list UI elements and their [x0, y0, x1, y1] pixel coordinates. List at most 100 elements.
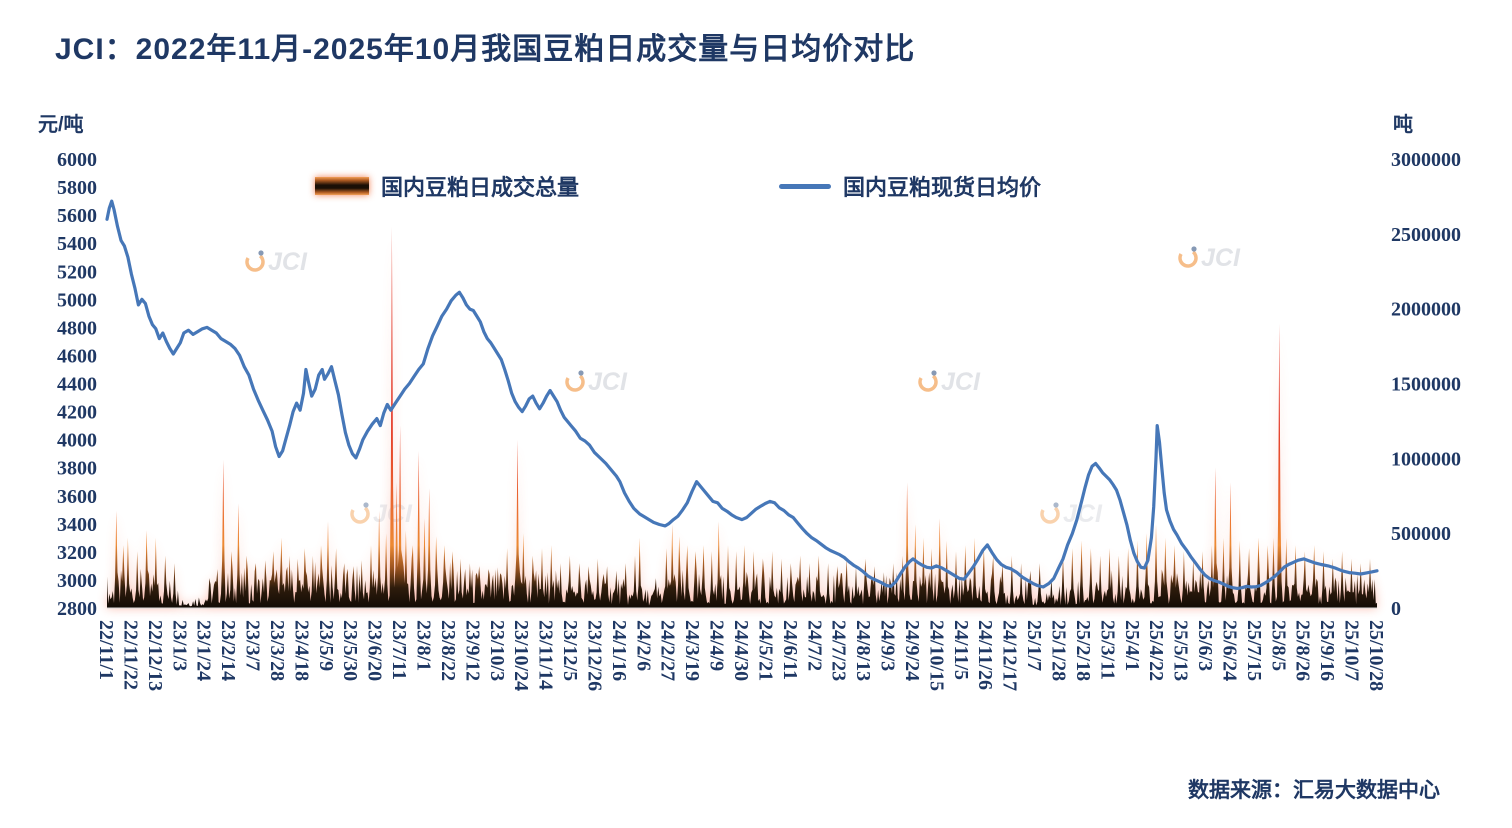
x-axis-tick: 25/5/13 — [1170, 620, 1192, 681]
x-axis-tick: 22/12/13 — [144, 620, 166, 691]
x-axis-tick: 23/10/3 — [486, 620, 508, 681]
left-axis-tick: 3400 — [57, 514, 97, 536]
x-axis-tick: 23/9/12 — [461, 620, 483, 681]
x-axis-tick: 24/9/24 — [901, 620, 923, 681]
x-axis-tick: 25/10/7 — [1341, 620, 1363, 681]
x-axis-tick: 25/4/1 — [1121, 620, 1143, 671]
x-axis-tick: 23/12/26 — [584, 620, 606, 691]
x-axis-tick: 24/12/17 — [999, 620, 1021, 691]
left-axis-tick: 2800 — [57, 598, 97, 620]
svg-text:JCI: JCI — [1063, 500, 1103, 528]
left-axis-tick: 4200 — [57, 402, 97, 424]
x-axis-tick: 24/11/26 — [974, 620, 996, 690]
x-axis-tick: 24/9/3 — [877, 620, 899, 671]
x-axis-tick: 23/3/7 — [242, 620, 264, 671]
left-axis-tick: 5200 — [57, 261, 97, 283]
right-axis-tick: 2000000 — [1391, 299, 1461, 321]
right-axis-tick: 2500000 — [1391, 224, 1461, 246]
right-axis-unit-label: 吨 — [1393, 114, 1413, 136]
legend: 国内豆粕日成交总量 国内豆粕现货日均价 — [315, 170, 1041, 202]
x-axis-tick: 25/1/28 — [1048, 620, 1070, 681]
x-axis-tick: 25/8/26 — [1292, 620, 1314, 681]
jci-watermark: JCI — [1178, 244, 1241, 272]
x-axis-tick: 23/6/20 — [364, 620, 386, 681]
chart-title: JCI：2022年11月-2025年10月我国豆粕日成交量与日均价对比 — [55, 33, 916, 66]
left-axis-tick: 4000 — [57, 430, 97, 452]
x-axis-tick: 22/11/22 — [119, 620, 141, 690]
right-axis-tick: 1500000 — [1391, 374, 1461, 396]
x-axis-tick: 24/7/23 — [828, 620, 850, 681]
x-axis-tick: 25/4/22 — [1145, 620, 1167, 681]
x-axis-tick: 25/2/18 — [1072, 620, 1094, 681]
jci-watermark: JCI — [1040, 500, 1103, 528]
left-axis-tick: 3800 — [57, 458, 97, 480]
left-axis-tick: 3200 — [57, 542, 97, 564]
left-axis-unit-label: 元/吨 — [38, 114, 84, 136]
x-axis-tick: 24/3/19 — [681, 620, 703, 681]
x-axis-tick: 25/8/5 — [1267, 620, 1289, 671]
price-line-swatch-icon — [779, 183, 832, 189]
x-axis-tick: 23/8/22 — [437, 620, 459, 681]
x-axis-tick: 25/7/15 — [1243, 620, 1265, 681]
x-axis-tick: 24/10/15 — [925, 620, 947, 691]
x-axis-tick: 25/6/3 — [1194, 620, 1216, 671]
x-axis-tick: 24/2/27 — [657, 620, 679, 681]
left-axis-tick: 6000 — [57, 149, 97, 171]
volume-swatch-icon — [315, 177, 369, 195]
x-axis-tick: 23/1/24 — [193, 620, 215, 681]
data-source: 数据来源：汇易大数据中心 — [1188, 779, 1440, 802]
left-axis-tick: 4800 — [57, 317, 97, 339]
legend-price-label: 国内豆粕现货日均价 — [843, 175, 1042, 200]
x-axis-tick: 23/3/28 — [266, 620, 288, 681]
x-axis-tick: 24/6/11 — [779, 620, 801, 680]
left-axis-tick: 4600 — [57, 345, 97, 367]
x-axis-tick: 22/11/1 — [95, 620, 117, 680]
svg-text:JCI: JCI — [1201, 244, 1241, 272]
svg-text:JCI: JCI — [588, 368, 628, 396]
x-axis-tick: 24/2/6 — [632, 620, 654, 671]
x-axis-tick: 23/7/11 — [388, 620, 410, 680]
x-axis-tick: 23/2/14 — [217, 620, 239, 681]
x-axis-tick: 25/3/11 — [1096, 620, 1118, 680]
x-axis-tick: 23/12/5 — [559, 620, 581, 681]
x-axis-tick: 23/10/24 — [510, 620, 532, 691]
x-axis-tick: 23/8/1 — [413, 620, 435, 671]
x-axis-tick: 25/10/28 — [1365, 620, 1387, 691]
x-axis-tick: 24/7/2 — [803, 620, 825, 671]
left-axis-tick: 4400 — [57, 374, 97, 396]
x-axis-tick: 25/9/16 — [1316, 620, 1338, 681]
x-axis-tick: 24/5/21 — [754, 620, 776, 681]
x-axis-tick: 24/4/30 — [730, 620, 752, 681]
legend-item-price: 国内豆粕现货日均价 — [779, 170, 1041, 202]
legend-volume-label: 国内豆粕日成交总量 — [381, 175, 580, 200]
svg-text:JCI: JCI — [268, 248, 308, 276]
x-axis-tick: 23/5/30 — [339, 620, 361, 681]
left-axis-tick: 5000 — [57, 289, 97, 311]
left-axis-tick: 3600 — [57, 486, 97, 508]
legend-item-volume: 国内豆粕日成交总量 — [315, 170, 579, 202]
left-axis-tick: 5400 — [57, 233, 97, 255]
x-axis-tick: 23/5/9 — [315, 620, 337, 671]
right-axis-tick: 1000000 — [1391, 448, 1461, 470]
x-axis-tick: 25/1/7 — [1023, 620, 1045, 671]
x-axis-tick: 24/4/9 — [706, 620, 728, 671]
x-axis-tick: 24/8/13 — [852, 620, 874, 681]
x-axis-tick: 24/11/5 — [950, 620, 972, 680]
right-axis-tick: 3000000 — [1391, 149, 1461, 171]
x-axis-tick: 23/11/14 — [535, 620, 557, 690]
jci-watermark: JCI — [918, 368, 981, 396]
left-axis-tick: 5800 — [57, 177, 97, 199]
left-axis-tick: 5600 — [57, 205, 97, 227]
jci-watermark: JCI — [245, 248, 308, 276]
x-axis-tick: 24/1/16 — [608, 620, 630, 681]
x-axis-tick: 23/1/3 — [168, 620, 190, 671]
right-axis-tick: 0 — [1391, 598, 1401, 620]
left-axis-tick: 3000 — [57, 570, 97, 592]
right-axis-tick: 500000 — [1391, 523, 1451, 545]
x-axis-tick: 23/4/18 — [290, 620, 312, 681]
x-axis-tick: 25/6/24 — [1219, 620, 1241, 681]
price-line-series — [105, 199, 1379, 590]
svg-text:JCI: JCI — [941, 368, 981, 396]
